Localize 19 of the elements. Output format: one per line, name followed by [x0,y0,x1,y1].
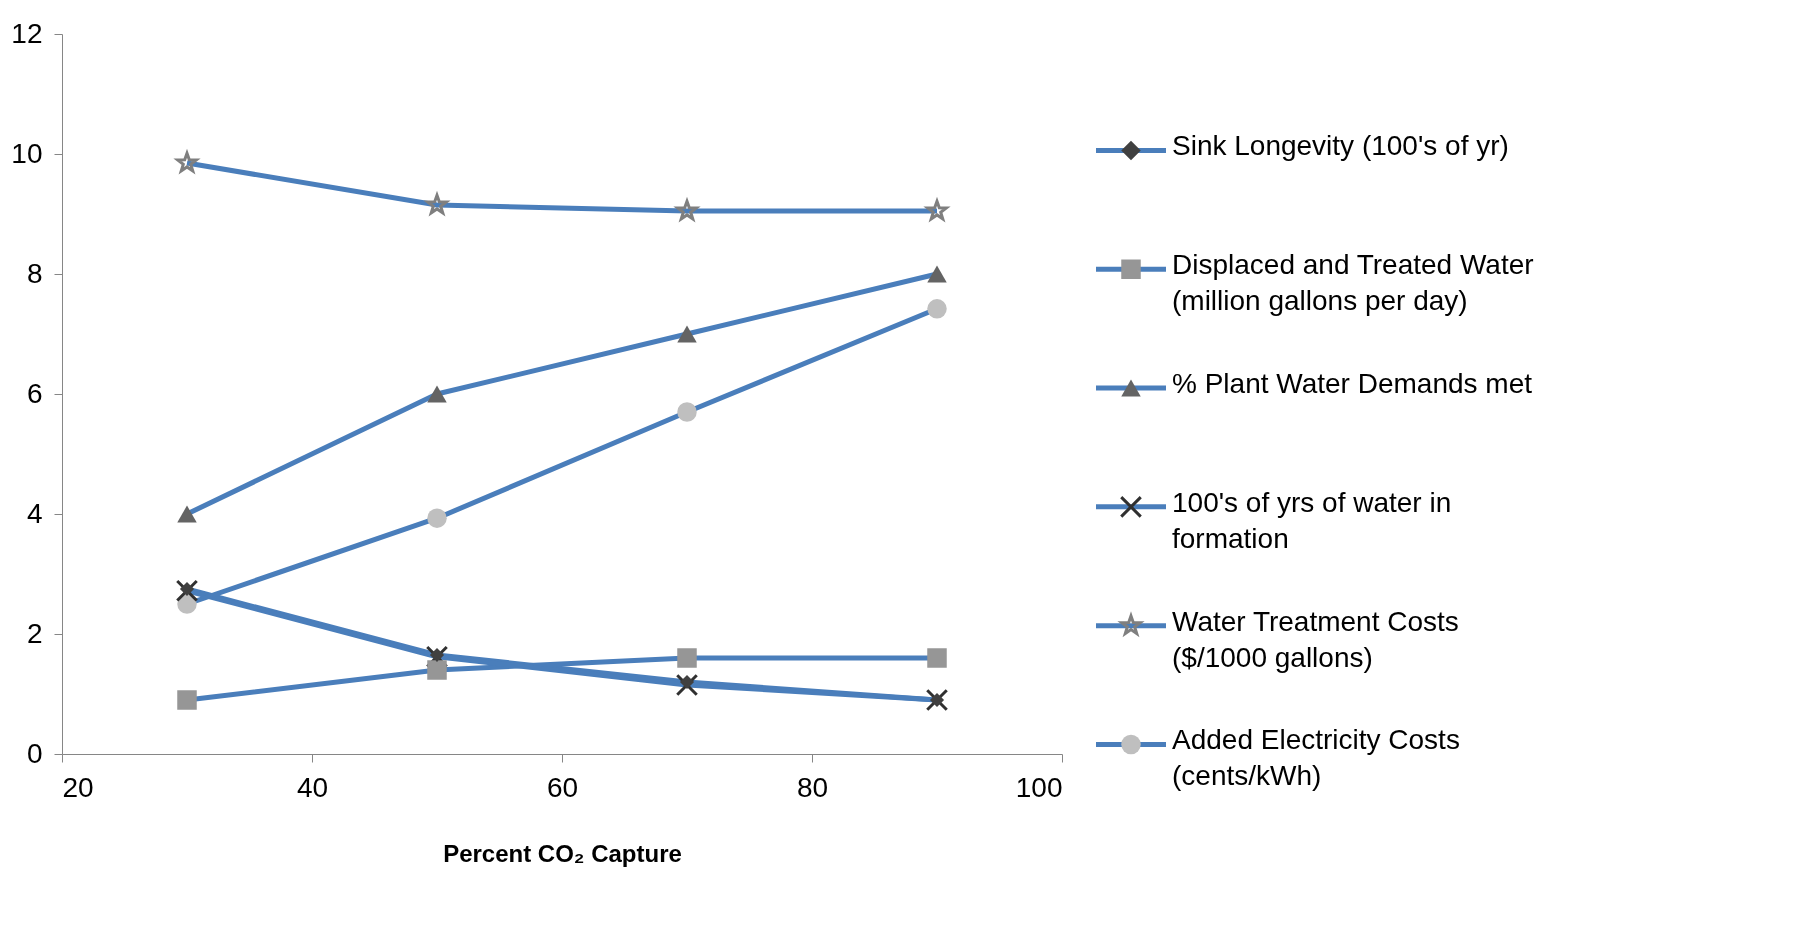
legend-label: % Plant Water Demands met [1172,368,1533,400]
y-tick-label: 4 [26,497,43,529]
x-tick-label: 60 [546,771,579,803]
legend-label: Added Electricity Costs (cents/kWh) [1172,724,1460,792]
x-axis-title: Percent CO₂ Capture [443,839,682,867]
y-tick-label: 10 [11,137,43,169]
y-tick-label: 6 [26,377,43,409]
y-tick-label: 0 [26,737,43,769]
x-tick-label: 20 [62,771,94,803]
y-tick-label: 2 [26,617,43,649]
x-tick-label: 40 [296,771,329,803]
legend-label: Sink Longevity (100's of yr) [1172,130,1509,162]
x-tick-label: 100 [1015,771,1063,803]
x-tick-label: 80 [796,771,829,803]
legend-label: 100's of yrs of water in formation [1172,486,1452,554]
legend-label: Displaced and Treated Water (million gallons per day) [1172,249,1534,317]
legend-label: Water Treatment Costs ($/1000 gallons) [1172,605,1459,673]
y-tick-label: 8 [26,257,43,289]
y-tick-label: 12 [11,17,43,49]
